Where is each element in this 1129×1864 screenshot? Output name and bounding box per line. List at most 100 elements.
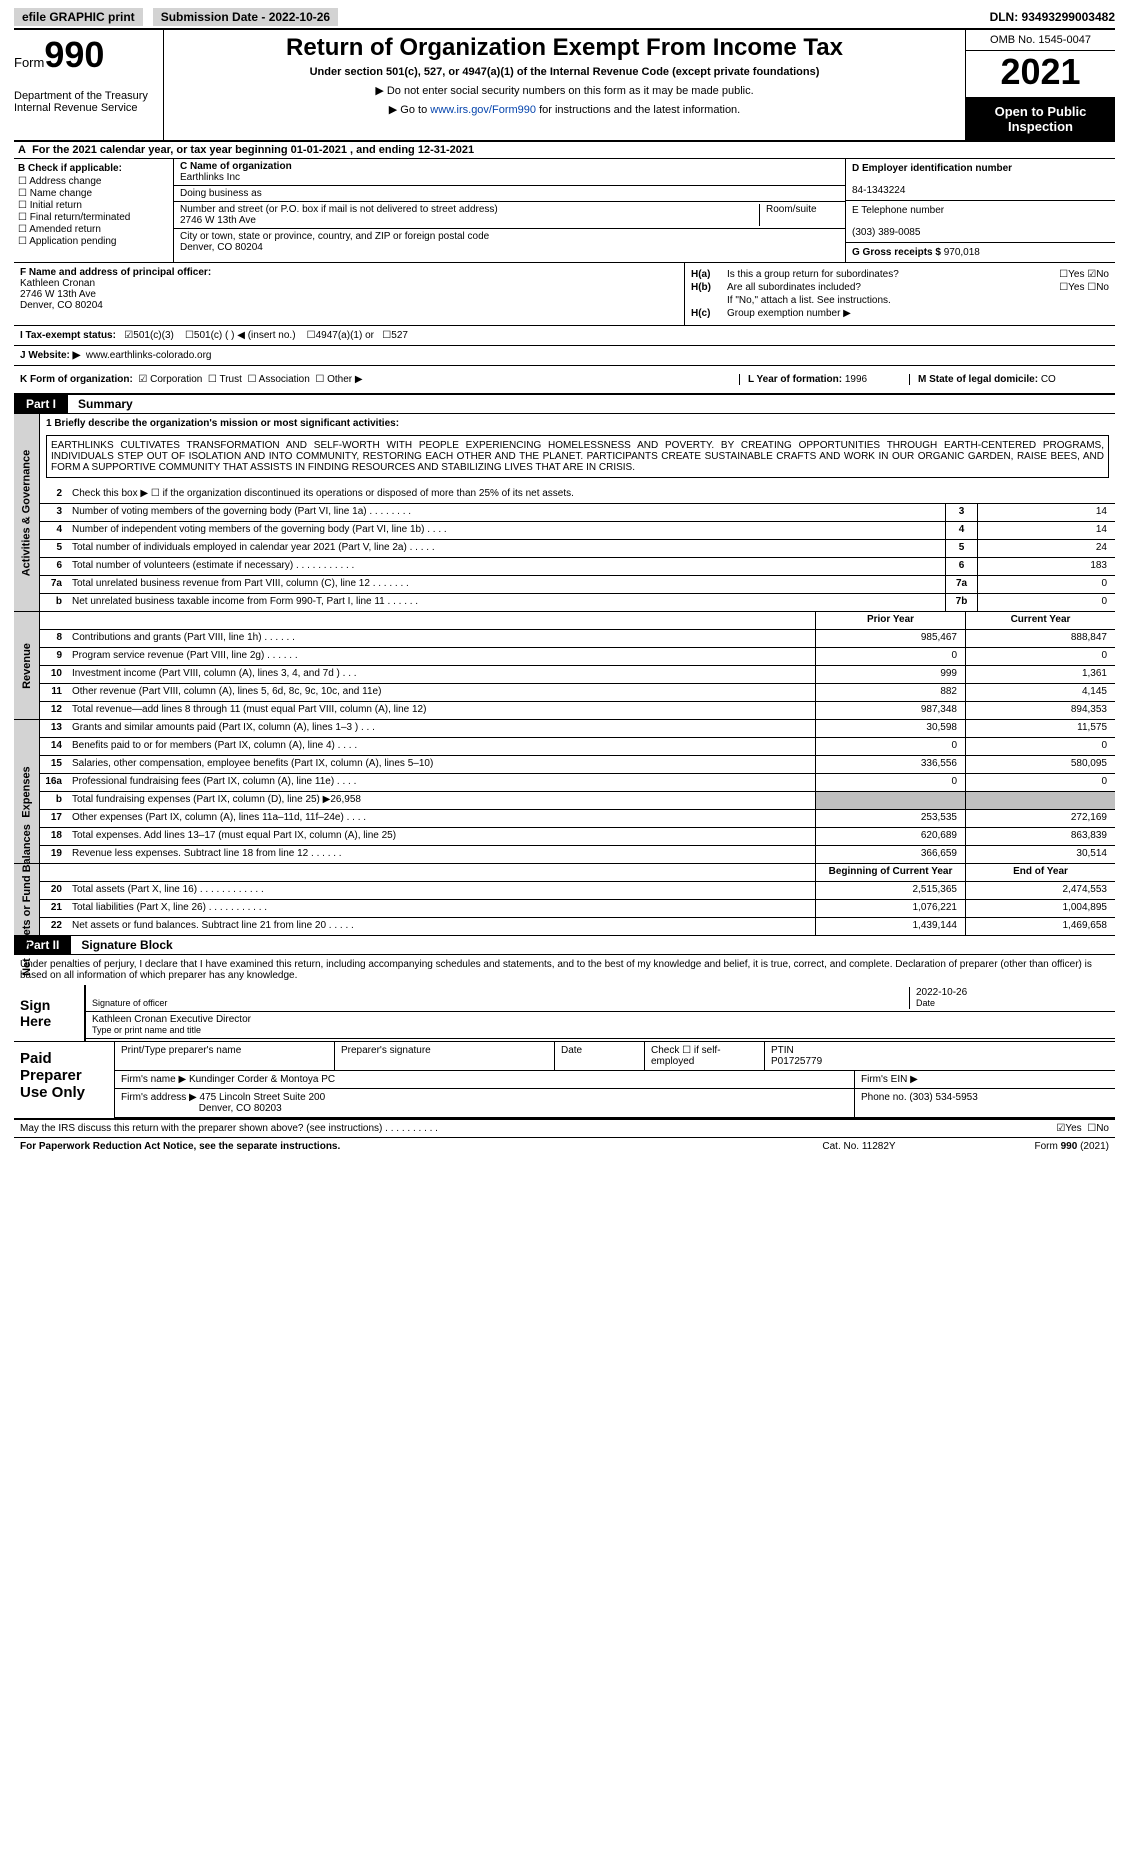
discuss-answer: ☑Yes ☐No <box>1056 1123 1109 1134</box>
current-val: 30,514 <box>965 846 1115 863</box>
efile-chip: efile GRAPHIC print <box>14 8 143 26</box>
dln: DLN: 93493299003482 <box>990 10 1115 24</box>
line-num: 6 <box>945 558 977 575</box>
note-link: ▶ Go to www.irs.gov/Form990 for instruct… <box>172 103 957 116</box>
form-header: Form990 Department of the Treasury Inter… <box>14 30 1115 142</box>
prior-val: 0 <box>815 738 965 755</box>
prior-val: 985,467 <box>815 630 965 647</box>
vside-net: Net Assets or Fund Balances <box>14 864 40 936</box>
col-b: B Check if applicable: ☐ Address change … <box>14 159 174 262</box>
form-label: Form <box>14 55 44 70</box>
prior-val: 0 <box>815 774 965 791</box>
table-row: 7aTotal unrelated business revenue from … <box>40 576 1115 594</box>
discuss-row: May the IRS discuss this return with the… <box>14 1120 1115 1138</box>
vside-governance: Activities & Governance <box>14 414 40 612</box>
b-opt: ☐ Final return/terminated <box>18 212 169 223</box>
inspection-badge: Open to Public Inspection <box>966 98 1115 140</box>
form-number: 990 <box>44 34 104 75</box>
street: 2746 W 13th Ave <box>180 215 256 226</box>
table-row: 5Total number of individuals employed in… <box>40 540 1115 558</box>
current-val: 0 <box>965 774 1115 791</box>
line-j: J Website: ▶ www.earthlinks-colorado.org <box>14 346 1115 366</box>
current-val: 2,474,553 <box>965 882 1115 899</box>
col-f: F Name and address of principal officer:… <box>14 263 685 325</box>
section-fh: F Name and address of principal officer:… <box>14 263 1115 326</box>
b-opt: ☐ Application pending <box>18 236 169 247</box>
prior-val: 336,556 <box>815 756 965 773</box>
cat-no: Cat. No. 11282Y <box>759 1141 959 1152</box>
current-val: 11,575 <box>965 720 1115 737</box>
part1-header: Part I Summary <box>14 395 1115 414</box>
table-row: 8Contributions and grants (Part VIII, li… <box>40 630 1115 648</box>
prior-val: 999 <box>815 666 965 683</box>
current-year-hdr: Current Year <box>965 612 1115 629</box>
form-title: Return of Organization Exempt From Incom… <box>172 34 957 62</box>
ein: 84-1343224 <box>852 185 905 196</box>
col-h: H(a)Is this a group return for subordina… <box>685 263 1115 325</box>
current-val: 1,361 <box>965 666 1115 683</box>
end-year-hdr: End of Year <box>965 864 1115 881</box>
ha-answer: ☐Yes ☑No <box>999 269 1109 280</box>
part2-header: Part II Signature Block <box>14 936 1115 955</box>
line-num: 7a <box>945 576 977 593</box>
line-val: 14 <box>977 504 1115 521</box>
prior-year-hdr: Prior Year <box>815 612 965 629</box>
b-opt: ☐ Amended return <box>18 224 169 235</box>
prior-val: 0 <box>815 648 965 665</box>
state-domicile: CO <box>1041 374 1056 385</box>
tax-year: 2021 <box>966 51 1115 98</box>
dept: Department of the Treasury Internal Reve… <box>14 90 157 114</box>
current-val: 4,145 <box>965 684 1115 701</box>
irs-link[interactable]: www.irs.gov/Form990 <box>430 104 536 116</box>
website: www.earthlinks-colorado.org <box>86 350 212 361</box>
table-row: 18Total expenses. Add lines 13–17 (must … <box>40 828 1115 846</box>
current-val: 0 <box>965 738 1115 755</box>
table-row: 10Investment income (Part VIII, column (… <box>40 666 1115 684</box>
table-row: 3Number of voting members of the governi… <box>40 504 1115 522</box>
declaration: Under penalties of perjury, I declare th… <box>14 955 1115 985</box>
table-row: bNet unrelated business taxable income f… <box>40 594 1115 612</box>
prior-val: 1,076,221 <box>815 900 965 917</box>
topbar: efile GRAPHIC print Submission Date - 20… <box>14 8 1115 30</box>
line-a: A For the 2021 calendar year, or tax yea… <box>14 142 1115 159</box>
prior-val: 620,689 <box>815 828 965 845</box>
firm-addr: 475 Lincoln Street Suite 200 <box>200 1092 326 1103</box>
prior-val: 366,659 <box>815 846 965 863</box>
prior-val: 987,348 <box>815 702 965 719</box>
line-num: 5 <box>945 540 977 557</box>
line-val: 14 <box>977 522 1115 539</box>
table-row: 4Number of independent voting members of… <box>40 522 1115 540</box>
form-subtitle: Under section 501(c), 527, or 4947(a)(1)… <box>172 66 957 78</box>
line-val: 183 <box>977 558 1115 575</box>
table-row: 19Revenue less expenses. Subtract line 1… <box>40 846 1115 864</box>
prior-val: 882 <box>815 684 965 701</box>
current-val: 1,469,658 <box>965 918 1115 935</box>
sign-here-label: Sign Here <box>14 985 84 1041</box>
omb: OMB No. 1545-0047 <box>966 30 1115 51</box>
line-num: 7b <box>945 594 977 611</box>
table-row: 14Benefits paid to or for members (Part … <box>40 738 1115 756</box>
b-opt: ☐ Address change <box>18 176 169 187</box>
current-val: 1,004,895 <box>965 900 1115 917</box>
note-ssn: ▶ Do not enter social security numbers o… <box>172 84 957 97</box>
prior-val: 253,535 <box>815 810 965 827</box>
line-val: 0 <box>977 594 1115 611</box>
table-row: 20Total assets (Part X, line 16) . . . .… <box>40 882 1115 900</box>
line-val: 0 <box>977 576 1115 593</box>
current-val: 0 <box>965 648 1115 665</box>
current-val: 863,839 <box>965 828 1115 845</box>
line-val: 24 <box>977 540 1115 557</box>
firm-name: Kundinger Corder & Montoya PC <box>189 1074 335 1085</box>
b-opt: ☐ Name change <box>18 188 169 199</box>
line-k: K Form of organization: ☑ Corporation ☐ … <box>14 366 1115 395</box>
paid-preparer: Paid Preparer Use Only Print/Type prepar… <box>14 1042 1115 1120</box>
hb-answer: ☐Yes ☐No <box>999 282 1109 293</box>
vside-revenue: Revenue <box>14 612 40 720</box>
prior-val: 30,598 <box>815 720 965 737</box>
current-val: 894,353 <box>965 702 1115 719</box>
prior-val: 2,515,365 <box>815 882 965 899</box>
officer-name: Kathleen Cronan <box>20 278 95 289</box>
city: Denver, CO 80204 <box>180 242 263 253</box>
table-row: 12Total revenue—add lines 8 through 11 (… <box>40 702 1115 720</box>
table-row: 17Other expenses (Part IX, column (A), l… <box>40 810 1115 828</box>
